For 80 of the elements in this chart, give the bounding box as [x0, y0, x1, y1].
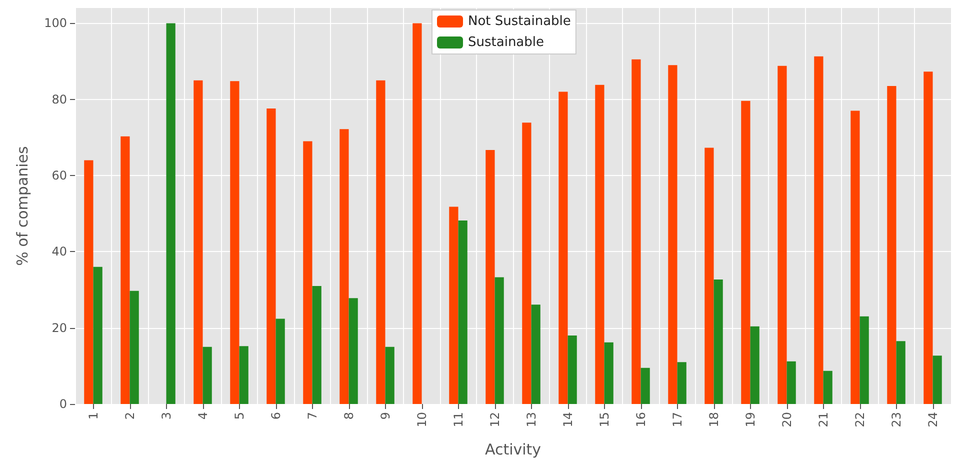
- legend-label: Sustainable: [468, 35, 544, 50]
- x-tick-label: 12: [488, 412, 502, 428]
- x-tick-label: 22: [852, 412, 867, 428]
- x-tick-label: 5: [232, 412, 246, 420]
- legend-label: Not Sustainable: [468, 14, 571, 29]
- bar: [340, 129, 349, 404]
- y-tick-label: 40: [52, 244, 67, 259]
- bar: [266, 108, 276, 404]
- x-tick-label: 21: [816, 412, 830, 428]
- x-tick-label: 4: [196, 412, 210, 420]
- bar: [778, 66, 787, 404]
- bar: [458, 220, 468, 404]
- bar: [896, 341, 906, 404]
- bar: [640, 368, 650, 404]
- x-tick-label: 24: [926, 412, 940, 428]
- bar: [595, 84, 604, 404]
- y-tick-label: 100: [44, 16, 67, 30]
- x-axis-title: Activity: [484, 440, 542, 458]
- bar: [376, 80, 386, 404]
- x-tick-label: 20: [780, 412, 794, 428]
- bar: [202, 346, 212, 404]
- x-tick-label: 16: [634, 412, 648, 428]
- bar: [84, 160, 94, 404]
- x-tick-label: 1: [86, 412, 100, 420]
- bar: [558, 92, 568, 404]
- y-tick-label: 60: [52, 168, 67, 183]
- bar: [604, 342, 614, 404]
- bar: [850, 110, 860, 404]
- bar: [120, 136, 130, 404]
- x-tick-label: 11: [451, 412, 466, 428]
- bar: [449, 206, 458, 404]
- x-tick-label: 13: [524, 412, 538, 428]
- bar: [130, 290, 139, 404]
- bar: [194, 80, 203, 404]
- bar: [486, 150, 495, 404]
- bar: [166, 23, 176, 404]
- x-tick-label: 14: [560, 412, 575, 428]
- bar: [668, 65, 678, 404]
- bar: [568, 335, 577, 404]
- bar: [814, 56, 824, 404]
- y-tick-label: 80: [52, 92, 67, 106]
- x-tick-label: 2: [122, 412, 137, 420]
- x-tick-label: 8: [342, 412, 356, 420]
- bar: [348, 298, 358, 404]
- bar: [93, 266, 102, 404]
- bar: [239, 346, 248, 404]
- y-axis-title: % of companies: [14, 146, 32, 266]
- bar: [786, 361, 796, 404]
- bar: [303, 141, 312, 404]
- bar: [887, 86, 896, 404]
- bar: [823, 370, 832, 404]
- x-tick-label: 19: [743, 412, 758, 428]
- bar: [385, 346, 394, 404]
- bar: [276, 318, 285, 404]
- y-tick-label: 0: [59, 397, 67, 411]
- bar: [531, 304, 540, 404]
- bar: [924, 72, 933, 404]
- bar: [412, 23, 422, 404]
- x-tick-label: 7: [305, 412, 320, 420]
- bar: [522, 122, 532, 404]
- bar: [312, 286, 322, 404]
- x-tick-label: 18: [706, 412, 721, 428]
- x-tick-label: 6: [268, 412, 283, 420]
- x-tick-label: 23: [889, 412, 904, 428]
- x-tick-label: 15: [597, 412, 612, 428]
- bar: [714, 279, 723, 404]
- bar: [230, 81, 240, 404]
- bar: [741, 100, 750, 404]
- bar: [494, 277, 504, 404]
- x-tick-label: 3: [159, 412, 174, 420]
- bar: [704, 148, 714, 404]
- bar: [860, 316, 869, 404]
- x-tick-label: 9: [378, 412, 392, 420]
- y-tick-label: 20: [52, 320, 67, 335]
- x-tick-label: 17: [670, 412, 684, 428]
- bar: [932, 356, 942, 404]
- x-tick-label: 10: [414, 412, 429, 428]
- bar: [632, 59, 641, 404]
- bar: [677, 362, 686, 404]
- bar: [750, 326, 760, 404]
